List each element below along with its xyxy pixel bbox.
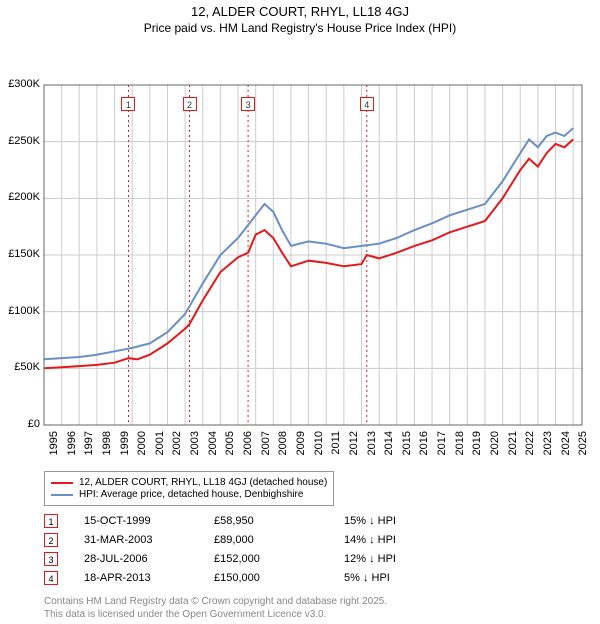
event-delta: 14% ↓ HPI [344,534,474,546]
x-tick-label: 2008 [277,431,289,461]
event-delta: 15% ↓ HPI [344,515,474,527]
event-marker: 2 [44,533,58,547]
x-tick-label: 2016 [418,431,430,461]
footer-line2: This data is licensed under the Open Gov… [44,608,600,621]
event-price: £58,950 [214,515,344,527]
x-tick-label: 1998 [101,431,113,461]
event-date: 31-MAR-2003 [84,534,214,546]
event-delta: 5% ↓ HPI [344,572,474,584]
x-tick-label: 2012 [348,431,360,461]
x-tick-label: 2011 [330,431,342,461]
event-price: £150,000 [214,572,344,584]
legend-swatch [51,482,73,484]
legend: 12, ALDER COURT, RHYL, LL18 4GJ (detache… [44,471,334,506]
event-date: 15-OCT-1999 [84,515,214,527]
events-table: 1 15-OCT-1999£58,95015% ↓ HPI 2 31-MAR-2003… [44,514,600,585]
x-tick-label: 2025 [577,431,589,461]
marker-box: 2 [183,97,197,111]
x-tick-label: 2021 [507,431,519,461]
event-row: 2 31-MAR-2003£89,00014% ↓ HPI [44,533,600,547]
y-tick-label: £200K [0,191,40,203]
x-tick-label: 2005 [224,431,236,461]
event-price: £152,000 [214,553,344,565]
legend-item: HPI: Average price, detached house, Denb… [51,489,327,500]
footer-line1: Contains HM Land Registry data © Crown c… [44,595,600,608]
x-tick-label: 2018 [454,431,466,461]
y-tick-label: £100K [0,305,40,317]
x-tick-label: 2013 [366,431,378,461]
event-marker: 4 [44,571,58,585]
event-marker: 1 [44,514,58,528]
line-chart [0,41,590,427]
legend-swatch [51,494,73,496]
x-tick-label: 2024 [560,431,572,461]
footer-attribution: Contains HM Land Registry data © Crown c… [44,595,600,621]
event-row: 1 15-OCT-1999£58,95015% ↓ HPI [44,514,600,528]
legend-label: 12, ALDER COURT, RHYL, LL18 4GJ (detache… [79,477,327,488]
marker-box: 4 [360,97,374,111]
x-tick-label: 2015 [401,431,413,461]
y-tick-label: £0 [0,418,40,430]
legend-item: 12, ALDER COURT, RHYL, LL18 4GJ (detache… [51,477,327,488]
x-tick-label: 2020 [489,431,501,461]
x-tick-label: 2022 [524,431,536,461]
event-date: 18-APR-2013 [84,572,214,584]
event-date: 28-JUL-2006 [84,553,214,565]
x-tick-label: 2017 [436,431,448,461]
x-tick-label: 2009 [295,431,307,461]
x-tick-label: 2002 [171,431,183,461]
event-price: £89,000 [214,534,344,546]
x-tick-label: 1999 [119,431,131,461]
chart-title: 12, ALDER COURT, RHYL, LL18 4GJ [0,4,600,19]
event-row: 3 28-JUL-2006£152,00012% ↓ HPI [44,552,600,566]
marker-box: 1 [121,97,135,111]
x-tick-label: 2004 [207,431,219,461]
x-tick-label: 2006 [242,431,254,461]
x-tick-label: 2007 [260,431,272,461]
y-tick-label: £300K [0,78,40,90]
x-tick-label: 2010 [313,431,325,461]
legend-label: HPI: Average price, detached house, Denb… [79,489,303,500]
x-tick-label: 2014 [383,431,395,461]
marker-box: 3 [241,97,255,111]
event-marker: 3 [44,552,58,566]
x-tick-label: 1996 [66,431,78,461]
chart-area: £0 £50K £100K £150K £200K £250K £300K 1995 1996… [0,41,600,465]
x-tick-label: 2019 [471,431,483,461]
x-tick-label: 2023 [542,431,554,461]
y-tick-label: £150K [0,248,40,260]
x-tick-label: 2000 [136,431,148,461]
x-tick-label: 1995 [48,431,60,461]
y-tick-label: £50K [0,361,40,373]
event-row: 4 18-APR-2013£150,0005% ↓ HPI [44,571,600,585]
x-tick-label: 1997 [83,431,95,461]
event-delta: 12% ↓ HPI [344,553,474,565]
x-tick-label: 2003 [189,431,201,461]
x-tick-label: 2001 [154,431,166,461]
y-tick-label: £250K [0,135,40,147]
chart-subtitle: Price paid vs. HM Land Registry's House … [0,21,600,35]
